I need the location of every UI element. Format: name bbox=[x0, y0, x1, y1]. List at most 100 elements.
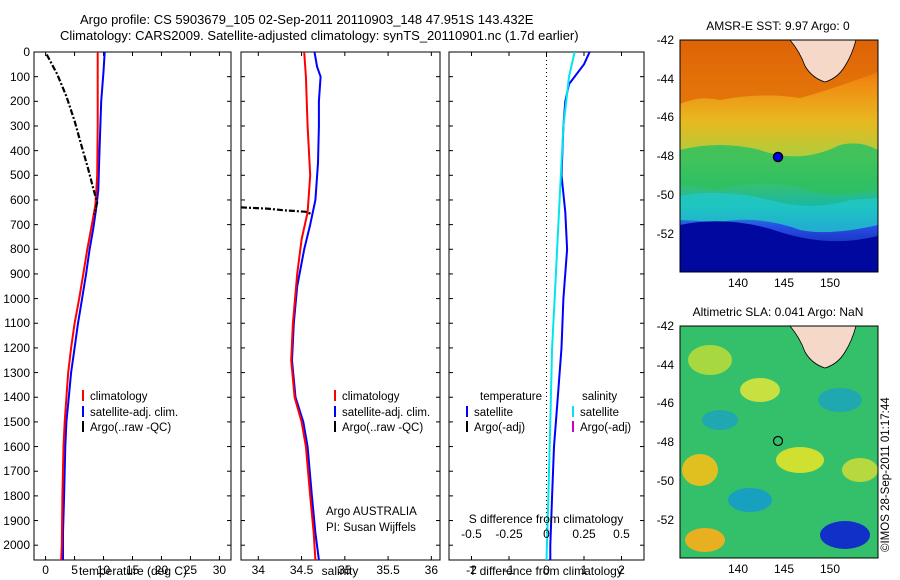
map-y-tick-label: -46 bbox=[656, 396, 674, 411]
map-x-tick-label: 140 bbox=[727, 276, 749, 290]
legend-swatch-t-satellite bbox=[466, 405, 468, 417]
difference-legend-salinity: salinity satellite Argo(-adj) bbox=[572, 390, 631, 437]
depth-tick-label: 0 bbox=[23, 45, 30, 59]
temperature-climatology-line bbox=[60, 52, 99, 560]
legend-swatch-t-argo bbox=[466, 421, 468, 432]
depth-tick-label: 1600 bbox=[3, 439, 30, 454]
argo-position-marker bbox=[772, 151, 784, 163]
legend-swatch-satellite bbox=[82, 405, 84, 417]
temperature-argo-line bbox=[45, 53, 99, 216]
legend-swatch-s-satellite bbox=[572, 405, 574, 417]
temperature-legend: climatology satellite-adj. clim. Argo(..… bbox=[82, 390, 178, 437]
legend-swatch-argo bbox=[334, 421, 336, 432]
x-tick-label: 10 bbox=[96, 563, 111, 577]
legend-label: Argo(-adj) bbox=[474, 422, 526, 434]
legend-label: satellite-adj. clim. bbox=[90, 406, 179, 419]
map-x-tick-label: 145 bbox=[773, 562, 795, 576]
map-y-tick-label: -48 bbox=[656, 149, 674, 164]
map-y-tick-label: -46 bbox=[656, 110, 674, 125]
attribution-line: PI: Susan Wijffels bbox=[326, 522, 416, 534]
temperature-axis-label: temperature (deg C) bbox=[78, 564, 188, 578]
map-y-tick-label: -44 bbox=[656, 357, 674, 372]
s-tick-label: 0 bbox=[543, 527, 550, 541]
depth-tick-label: 900 bbox=[9, 266, 30, 281]
legend-swatch-climatology bbox=[334, 390, 336, 401]
map-y-tick-label: -42 bbox=[656, 33, 674, 47]
temperature-satellite-line bbox=[62, 52, 106, 560]
sst-map-title: AMSR-E SST: 9.97 Argo: 0 bbox=[706, 19, 850, 33]
salinity-axis-label: salinity bbox=[321, 564, 359, 578]
header-line-1: Argo profile: CS 5903679_105 02-Sep-2011… bbox=[80, 12, 534, 27]
map-y-tick-label: -50 bbox=[656, 473, 674, 488]
map-y-tick-label: -52 bbox=[656, 226, 674, 241]
x-tick-label: -2 bbox=[466, 563, 477, 577]
header-line-2: Climatology: CARS2009. Satellite-adjuste… bbox=[60, 28, 579, 43]
x-tick-label: 34.5 bbox=[289, 563, 314, 577]
map-x-tick-label: 145 bbox=[773, 276, 795, 290]
imos-watermark: ©IMOS 28-Sep-2011 01:17:44 bbox=[880, 397, 892, 552]
map-y-tick-label: -42 bbox=[656, 319, 674, 333]
depth-tick-label: 1700 bbox=[3, 464, 30, 479]
sst-map bbox=[680, 40, 878, 272]
x-tick-label: -1 bbox=[503, 563, 515, 577]
sla-map bbox=[680, 326, 878, 558]
s-difference-axis-label: S difference from climatology bbox=[468, 512, 624, 526]
depth-tick-label: 1000 bbox=[3, 291, 30, 306]
s-tick-label: 0.5 bbox=[613, 527, 630, 541]
salinity-climatology-line bbox=[290, 52, 317, 560]
legend-label: climatology bbox=[90, 391, 148, 403]
t-difference-axis-label: T difference from climatology bbox=[469, 564, 623, 578]
depth-tick-label: 1200 bbox=[3, 340, 30, 355]
x-tick-label: 34 bbox=[251, 563, 265, 577]
depth-tick-label: 2000 bbox=[3, 538, 30, 553]
legend-label: satellite bbox=[580, 406, 619, 419]
salinity-satellite-line bbox=[291, 52, 322, 560]
x-tick-label: 35 bbox=[338, 563, 352, 577]
depth-tick-label: 400 bbox=[9, 143, 30, 158]
depth-tick-label: 1300 bbox=[3, 365, 30, 380]
legend-label: Argo(-adj) bbox=[580, 422, 632, 434]
x-tick-label: 2 bbox=[618, 563, 625, 577]
salinity-axes bbox=[240, 51, 441, 561]
x-tick-label: 0 bbox=[42, 563, 49, 577]
map-y-tick-label: -50 bbox=[656, 187, 674, 202]
depth-tick-label: 800 bbox=[9, 242, 30, 257]
x-tick-label: 1 bbox=[580, 563, 588, 577]
legend-label: Argo(..raw -QC) bbox=[90, 422, 172, 434]
depth-tick-label: 1400 bbox=[3, 390, 30, 405]
legend-label: climatology bbox=[342, 391, 400, 403]
argo-position-marker-sla bbox=[772, 435, 784, 447]
x-tick-label: 36 bbox=[424, 563, 439, 577]
x-tick-label: 15 bbox=[125, 563, 140, 577]
depth-tick-label: 100 bbox=[9, 69, 30, 84]
attribution-line: Argo AUSTRALIA bbox=[326, 506, 417, 518]
s-tick-label: -0.5 bbox=[461, 527, 482, 541]
map-x-tick-label: 150 bbox=[819, 562, 841, 576]
map-y-tick-label: -44 bbox=[656, 71, 674, 86]
legend-label: satellite-adj. clim. bbox=[342, 406, 431, 419]
s-tick-label: 0.25 bbox=[572, 527, 596, 541]
difference-t-satellite-line bbox=[549, 52, 591, 560]
legend-header: temperature bbox=[480, 391, 543, 403]
map-x-tick-label: 150 bbox=[819, 276, 841, 290]
x-tick-label: 25 bbox=[183, 563, 198, 577]
x-tick-label: 35.5 bbox=[376, 563, 400, 577]
legend-label: Argo(..raw -QC) bbox=[342, 422, 424, 434]
land-mass bbox=[789, 40, 857, 83]
s-tick-label: -0.25 bbox=[495, 527, 523, 541]
depth-tick-label: 1100 bbox=[4, 316, 30, 331]
difference-s-satellite-line bbox=[545, 52, 576, 560]
sla-map-title: Altimetric SLA: 0.041 Argo: NaN bbox=[692, 305, 864, 319]
depth-tick-label: 300 bbox=[9, 118, 30, 133]
depth-tick-label: 200 bbox=[9, 94, 30, 109]
depth-tick-label: 1500 bbox=[3, 414, 30, 429]
difference-legend-temperature: temperature satellite Argo(-adj) bbox=[466, 390, 542, 437]
legend-swatch-argo bbox=[82, 421, 84, 432]
depth-tick-label: 600 bbox=[9, 192, 30, 207]
salinity-legend: climatology satellite-adj. clim. Argo(..… bbox=[334, 390, 430, 437]
x-tick-label: 20 bbox=[154, 563, 169, 577]
salinity-argo-line bbox=[241, 206, 313, 216]
map-y-tick-label: -52 bbox=[656, 512, 674, 527]
legend-header: salinity bbox=[582, 391, 618, 403]
